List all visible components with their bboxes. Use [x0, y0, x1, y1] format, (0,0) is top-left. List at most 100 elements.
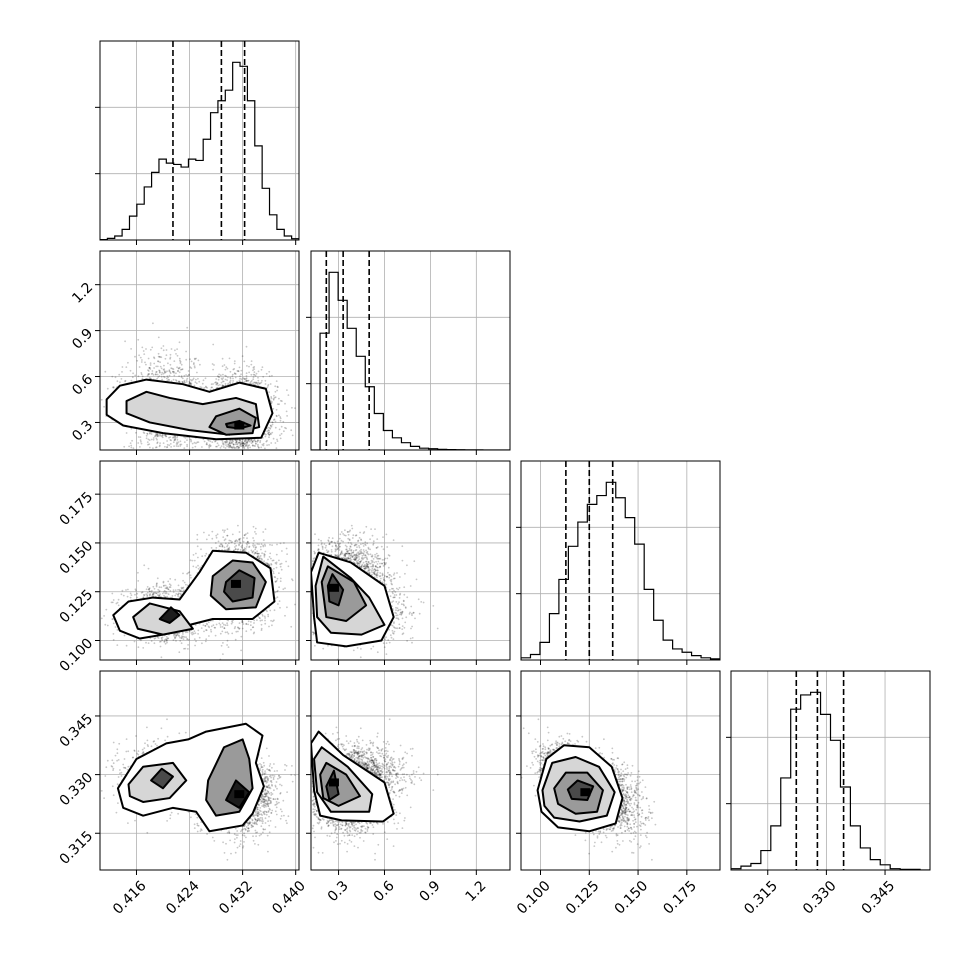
sample-point — [111, 386, 114, 389]
sample-point — [257, 443, 259, 446]
sample-point — [269, 432, 272, 435]
sample-point — [228, 442, 231, 445]
sample-point — [104, 623, 107, 626]
sample-point — [275, 408, 278, 411]
sample-point — [156, 438, 158, 441]
sample-point — [173, 445, 176, 447]
sample-point — [243, 443, 246, 446]
sample-point — [237, 627, 240, 629]
sample-point — [225, 375, 228, 378]
sample-point — [239, 443, 242, 446]
sample-point — [156, 377, 159, 380]
sample-point — [270, 563, 273, 566]
sample-point — [245, 444, 247, 447]
sample-point — [273, 419, 275, 421]
sample-point — [224, 447, 227, 449]
sample-point — [168, 379, 171, 381]
sample-point — [151, 346, 154, 349]
sample-point — [231, 447, 233, 449]
sample-point — [155, 433, 158, 436]
sample-point — [153, 362, 156, 365]
sample-point — [245, 345, 248, 348]
sample-point — [234, 443, 237, 446]
sample-point — [183, 374, 186, 377]
sample-point — [212, 368, 215, 371]
sample-point — [166, 370, 168, 373]
sample-point — [242, 442, 245, 444]
sample-point — [228, 546, 231, 549]
sample-point — [262, 442, 265, 445]
sample-point — [183, 380, 186, 383]
sample-point — [139, 439, 142, 442]
sample-point — [177, 445, 180, 448]
sample-point — [185, 374, 188, 376]
sample-point — [119, 381, 121, 384]
sample-point — [182, 638, 185, 640]
sample-point — [156, 433, 159, 436]
sample-point — [174, 436, 176, 439]
sample-point — [202, 379, 205, 382]
sample-point — [241, 544, 244, 547]
sample-point — [232, 443, 235, 445]
sample-point — [148, 367, 151, 369]
sample-point — [166, 443, 169, 446]
sample-point — [164, 371, 167, 374]
sample-point — [166, 379, 169, 382]
sample-point — [291, 434, 294, 437]
sample-point — [262, 531, 265, 533]
sample-point — [227, 382, 230, 385]
sample-point — [186, 375, 189, 377]
sample-point — [261, 443, 264, 446]
sample-point — [164, 642, 167, 645]
sample-point — [183, 379, 186, 382]
sample-point — [169, 356, 172, 359]
sample-point — [266, 430, 269, 433]
sample-point — [174, 637, 176, 640]
sample-point — [245, 372, 248, 375]
sample-point — [178, 341, 181, 344]
sample-point — [221, 441, 224, 443]
sample-point — [258, 557, 261, 560]
sample-point — [195, 382, 198, 385]
sample-point — [166, 440, 169, 442]
sample-point — [188, 630, 191, 633]
sample-point — [261, 366, 264, 369]
sample-point — [243, 360, 246, 363]
sample-point — [267, 426, 270, 429]
sample-point — [268, 429, 270, 432]
sample-point — [205, 385, 207, 388]
sample-point — [147, 369, 149, 372]
sample-point — [168, 370, 171, 373]
sample-point — [157, 355, 160, 358]
sample-point — [161, 378, 164, 381]
sample-point — [232, 380, 235, 382]
sample-point — [149, 446, 151, 449]
sample-point — [239, 537, 242, 540]
sample-point — [165, 435, 168, 438]
sample-point — [181, 381, 184, 383]
sample-point — [278, 586, 280, 589]
sample-point — [222, 385, 224, 387]
sample-point — [219, 545, 222, 548]
sample-point — [232, 444, 235, 446]
sample-point — [291, 406, 293, 409]
sample-point — [174, 349, 176, 352]
sample-point — [246, 541, 249, 543]
sample-point — [256, 382, 258, 384]
sample-point — [268, 431, 271, 434]
sample-point — [166, 446, 169, 448]
sample-point — [259, 545, 262, 548]
sample-point — [175, 640, 177, 642]
sample-point — [228, 357, 231, 360]
sample-point — [238, 446, 241, 449]
sample-point — [205, 552, 208, 555]
sample-point — [238, 442, 240, 444]
sample-point — [221, 357, 224, 360]
sample-point — [240, 373, 243, 376]
sample-point — [199, 386, 202, 388]
sample-point — [267, 431, 270, 434]
sample-point — [246, 532, 249, 534]
sample-point — [234, 372, 236, 375]
sample-point — [222, 373, 224, 376]
sample-point — [186, 377, 189, 380]
